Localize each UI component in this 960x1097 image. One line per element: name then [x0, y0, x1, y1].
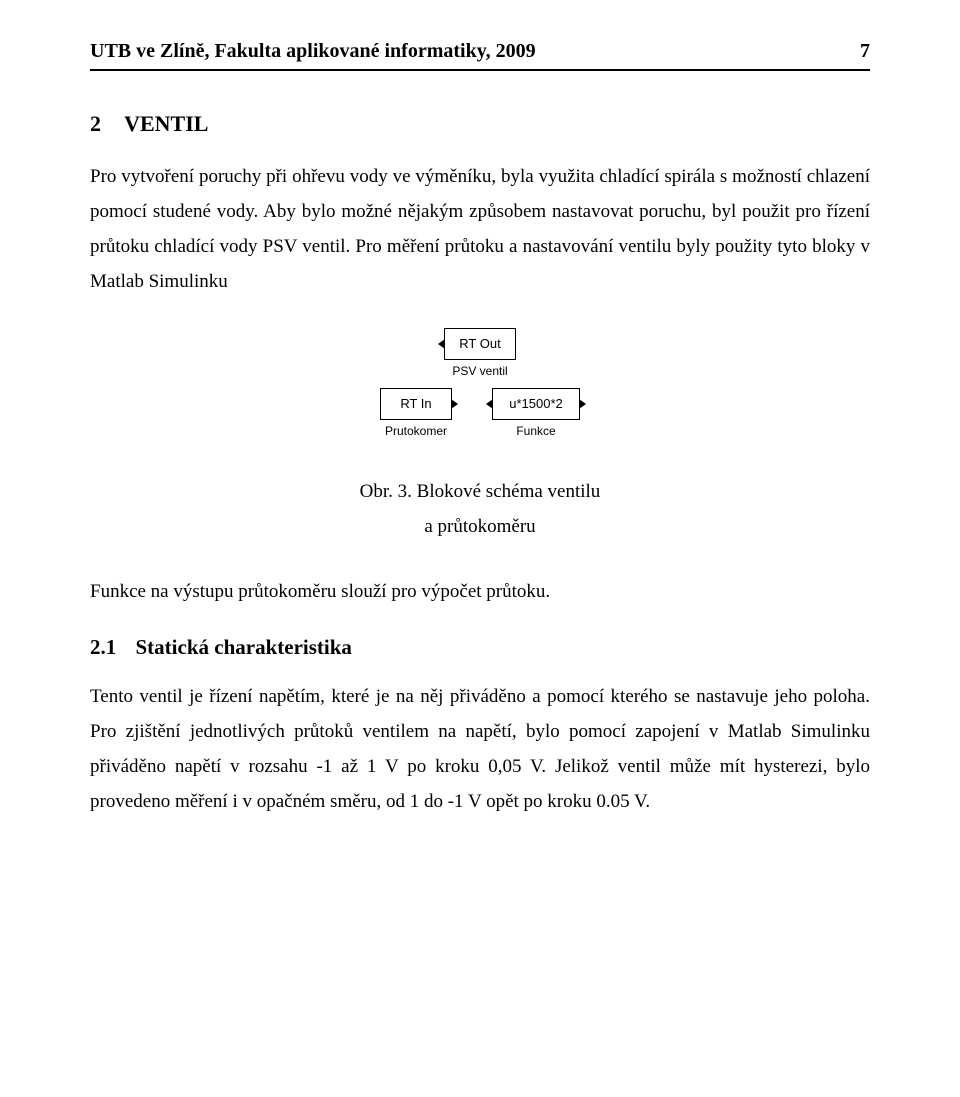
block-fcn: u*1500*2 Funkce: [492, 388, 580, 438]
figure-caption: Obr. 3. Blokové schéma ventilu a průtoko…: [90, 474, 870, 544]
block-fcn-label: u*1500*2: [509, 396, 563, 411]
block-rt-out-sublabel: PSV ventil: [452, 364, 507, 378]
simulink-diagram: RT Out PSV ventil RT In Prutokomer u*150…: [90, 328, 870, 448]
section-2-heading: 2 VENTIL: [90, 111, 870, 137]
port-in-icon: [438, 339, 445, 349]
header-left: UTB ve Zlíně, Fakulta aplikované informa…: [90, 40, 536, 63]
block-rt-in-box: RT In: [380, 388, 452, 420]
page-header: UTB ve Zlíně, Fakulta aplikované informa…: [90, 40, 870, 71]
section-2-1-heading: 2.1 Statická charakteristika: [90, 635, 870, 660]
caption-line-2: a průtokoměru: [90, 509, 870, 544]
block-fcn-box: u*1500*2: [492, 388, 580, 420]
after-caption-paragraph: Funkce na výstupu průtokoměru slouží pro…: [90, 574, 870, 609]
block-rt-in-label: RT In: [400, 396, 431, 411]
block-rt-in: RT In Prutokomer: [380, 388, 452, 438]
block-fcn-sublabel: Funkce: [516, 424, 555, 438]
diagram-row-top: RT Out PSV ventil: [444, 328, 516, 378]
section-2-number: 2: [90, 111, 101, 137]
block-rt-out-label: RT Out: [459, 336, 500, 351]
section-2-title: VENTIL: [124, 111, 208, 136]
section-2-1-title: Statická charakteristika: [136, 635, 352, 659]
block-rt-in-sublabel: Prutokomer: [385, 424, 447, 438]
header-page-number: 7: [860, 40, 870, 63]
block-rt-out-box: RT Out: [444, 328, 516, 360]
port-out-icon: [579, 399, 586, 409]
section-2-paragraph: Pro vytvoření poruchy při ohřevu vody ve…: [90, 159, 870, 300]
diagram-row-bottom: RT In Prutokomer u*1500*2 Funkce: [380, 388, 580, 438]
port-in-icon: [486, 399, 493, 409]
block-rt-out: RT Out PSV ventil: [444, 328, 516, 378]
caption-line-1: Obr. 3. Blokové schéma ventilu: [90, 474, 870, 509]
port-out-icon: [451, 399, 458, 409]
section-2-1-paragraph: Tento ventil je řízení napětím, které je…: [90, 679, 870, 820]
section-2-1-number: 2.1: [90, 635, 116, 660]
